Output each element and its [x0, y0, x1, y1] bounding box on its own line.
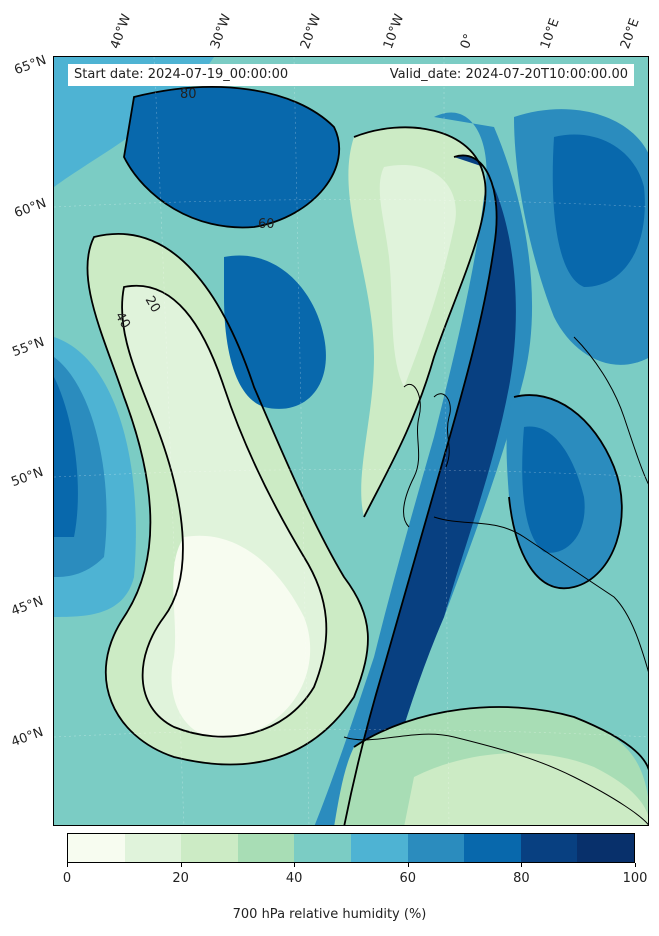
lon-label-0: 0° — [457, 31, 478, 51]
lat-label-65n: 65°N — [12, 52, 49, 79]
colorbar-tick-label: 100 — [622, 871, 648, 886]
lat-label-55n: 55°N — [10, 334, 47, 361]
lat-label-40n: 40°N — [9, 724, 46, 751]
lat-label-60n: 60°N — [12, 195, 49, 222]
colorbar-segment — [181, 834, 238, 862]
lon-label-10e: 10°E — [537, 16, 563, 51]
colorbar-segment — [464, 834, 521, 862]
lon-label-20e: 20°E — [617, 16, 643, 51]
colorbar-segment — [68, 834, 125, 862]
colorbar-tick-label: 60 — [399, 871, 417, 886]
colorbar-tick-mark — [521, 863, 523, 867]
colorbar-tick-label: 40 — [285, 871, 303, 886]
contour-label-60: 60 — [258, 217, 275, 232]
humidity-field — [54, 57, 648, 825]
colorbar-tick-mark — [294, 863, 296, 867]
colorbar-tick-label: 80 — [513, 871, 530, 886]
colorbar-segment — [350, 834, 408, 862]
lon-label-30w: 30°W — [207, 12, 235, 51]
date-header: Start date: 2024-07-19_00:00:00 Valid_da… — [68, 64, 634, 86]
start-date-label: Start date: 2024-07-19_00:00:00 — [74, 67, 289, 82]
colorbar-tick-mark — [67, 863, 68, 867]
colorbar — [67, 833, 635, 863]
lon-label-20w: 20°W — [297, 12, 325, 51]
colorbar-label: 700 hPa relative humidity (%) — [232, 907, 427, 922]
colorbar-tick-mark — [407, 863, 409, 867]
lat-label-45n: 45°N — [9, 593, 46, 620]
colorbar-segment — [520, 834, 578, 862]
colorbar-segment — [124, 834, 182, 862]
colorbar-segment — [577, 834, 634, 862]
contour-label-80: 80 — [180, 87, 197, 102]
colorbar-segment — [294, 834, 351, 862]
colorbar-tick-label: 20 — [172, 871, 189, 886]
colorbar-segment — [407, 834, 465, 862]
colorbar-tick-label: 0 — [62, 871, 72, 886]
colorbar-tick-mark — [635, 863, 636, 867]
valid-date-label: Valid_date: 2024-07-20T10:00:00.00 — [389, 67, 628, 82]
colorbar-tick-mark — [180, 863, 182, 867]
humidity-map: 20 40 60 80 — [53, 56, 649, 826]
lat-label-50n: 50°N — [9, 464, 46, 491]
lon-label-40w: 40°W — [107, 12, 135, 51]
colorbar-segment — [237, 834, 295, 862]
lon-label-10w: 10°W — [380, 12, 408, 51]
